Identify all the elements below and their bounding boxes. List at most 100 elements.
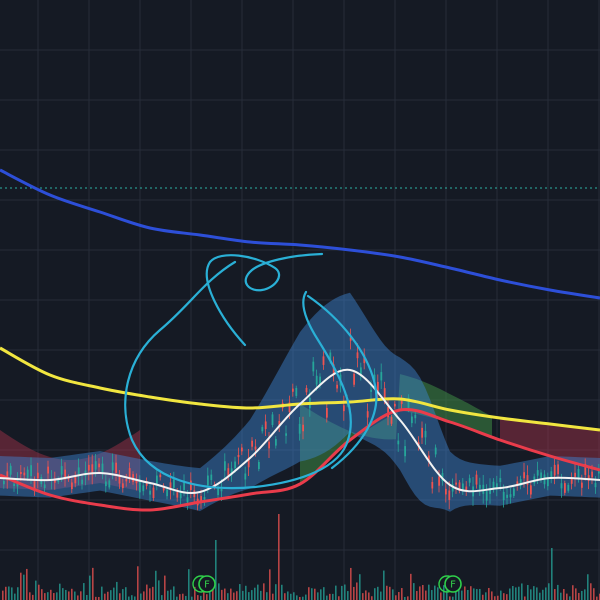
candle-body — [496, 483, 498, 489]
candle-body — [118, 475, 121, 484]
candle-body — [261, 427, 264, 432]
volume-bar — [539, 592, 541, 600]
volume-bar — [428, 584, 430, 600]
volume-bar — [437, 587, 439, 600]
candle-body — [404, 446, 406, 457]
volume-bar — [179, 594, 181, 600]
candle-body — [567, 484, 570, 491]
freehand-drawing[interactable] — [124, 252, 378, 490]
volume-bar — [212, 586, 214, 600]
volume-bar — [26, 568, 28, 600]
volume-bar — [17, 587, 19, 600]
candle-body — [530, 485, 532, 495]
candle-body — [591, 471, 593, 478]
volume-bar — [101, 586, 103, 600]
volume-bar — [326, 595, 328, 600]
candle-body — [564, 483, 566, 493]
volume-bar — [374, 588, 376, 600]
volume-bar — [233, 592, 235, 600]
candle-body — [47, 466, 49, 474]
candle-body — [237, 454, 240, 458]
candlesticks — [3, 328, 600, 511]
candle-body — [122, 483, 124, 489]
volume-bar — [533, 586, 535, 600]
volume-bar — [224, 588, 226, 600]
candle-body — [37, 472, 39, 479]
candle-body — [288, 402, 291, 412]
drawing-stroke-top[interactable] — [205, 252, 324, 347]
event-marker[interactable]: F — [192, 575, 216, 593]
candle-body — [560, 483, 563, 489]
volume-bar — [572, 585, 574, 600]
candle-body — [190, 480, 192, 491]
candle-body — [343, 405, 345, 412]
candle-body — [326, 407, 328, 418]
volume-bar — [98, 596, 100, 600]
volume-bar — [38, 584, 40, 600]
volume-bar — [386, 585, 388, 600]
candle-body — [244, 473, 247, 480]
candle-body — [485, 491, 488, 501]
volume-bar — [125, 587, 127, 600]
candle-body — [128, 468, 131, 478]
volume-bar — [158, 580, 160, 600]
bollinger-bands — [0, 292, 600, 512]
candle-body — [598, 471, 600, 474]
candle-body — [581, 482, 583, 488]
candle-body — [159, 474, 162, 478]
candle-body — [302, 424, 304, 432]
candle-body — [224, 461, 226, 471]
candle-body — [584, 464, 587, 475]
candle-body — [577, 469, 580, 478]
volume-bar — [146, 584, 148, 600]
candle-body — [251, 440, 253, 447]
volume-bar — [65, 589, 67, 600]
volume-bar — [323, 587, 325, 600]
volume-bar — [155, 570, 157, 600]
candle-body — [553, 464, 556, 476]
drawing-stroke-loop[interactable] — [124, 260, 352, 490]
candle-body — [241, 447, 243, 452]
candle-body — [88, 464, 90, 471]
candle-body — [166, 489, 168, 497]
candle-body — [574, 472, 576, 477]
volume-bar — [443, 585, 445, 600]
cloud-red — [500, 418, 600, 470]
volume-bar — [134, 596, 136, 600]
candle-body — [366, 411, 369, 418]
volume-bar — [2, 590, 4, 600]
candle-body — [220, 488, 223, 492]
candle-body — [234, 461, 236, 469]
candle-body — [312, 361, 315, 372]
candle-body — [20, 471, 22, 475]
candle-body — [468, 478, 471, 483]
volume-bar — [80, 591, 82, 600]
candle-body — [448, 490, 451, 500]
volume-bar — [479, 588, 481, 600]
candle-body — [462, 483, 464, 490]
volume-bar — [455, 588, 457, 600]
event-marker[interactable]: F — [438, 575, 462, 593]
volume-bar — [317, 592, 319, 600]
candle-body — [285, 433, 287, 436]
volume-bar — [230, 588, 232, 600]
volume-bar — [176, 596, 178, 600]
candle-body — [570, 478, 573, 484]
candle-body — [210, 474, 213, 481]
volume-bar — [41, 589, 43, 600]
volume-bar — [509, 588, 511, 600]
volume-bar — [464, 586, 466, 600]
candle-body — [492, 481, 495, 490]
volume-bar — [581, 590, 583, 600]
volume-bar — [194, 586, 196, 600]
candle-body — [329, 352, 332, 361]
drawing-stroke-right[interactable] — [306, 294, 378, 470]
volume-bar — [383, 570, 385, 600]
volume-bar — [11, 587, 13, 600]
volume-bar — [470, 586, 472, 600]
volume-bar — [191, 596, 193, 600]
volume-bar — [59, 583, 61, 600]
